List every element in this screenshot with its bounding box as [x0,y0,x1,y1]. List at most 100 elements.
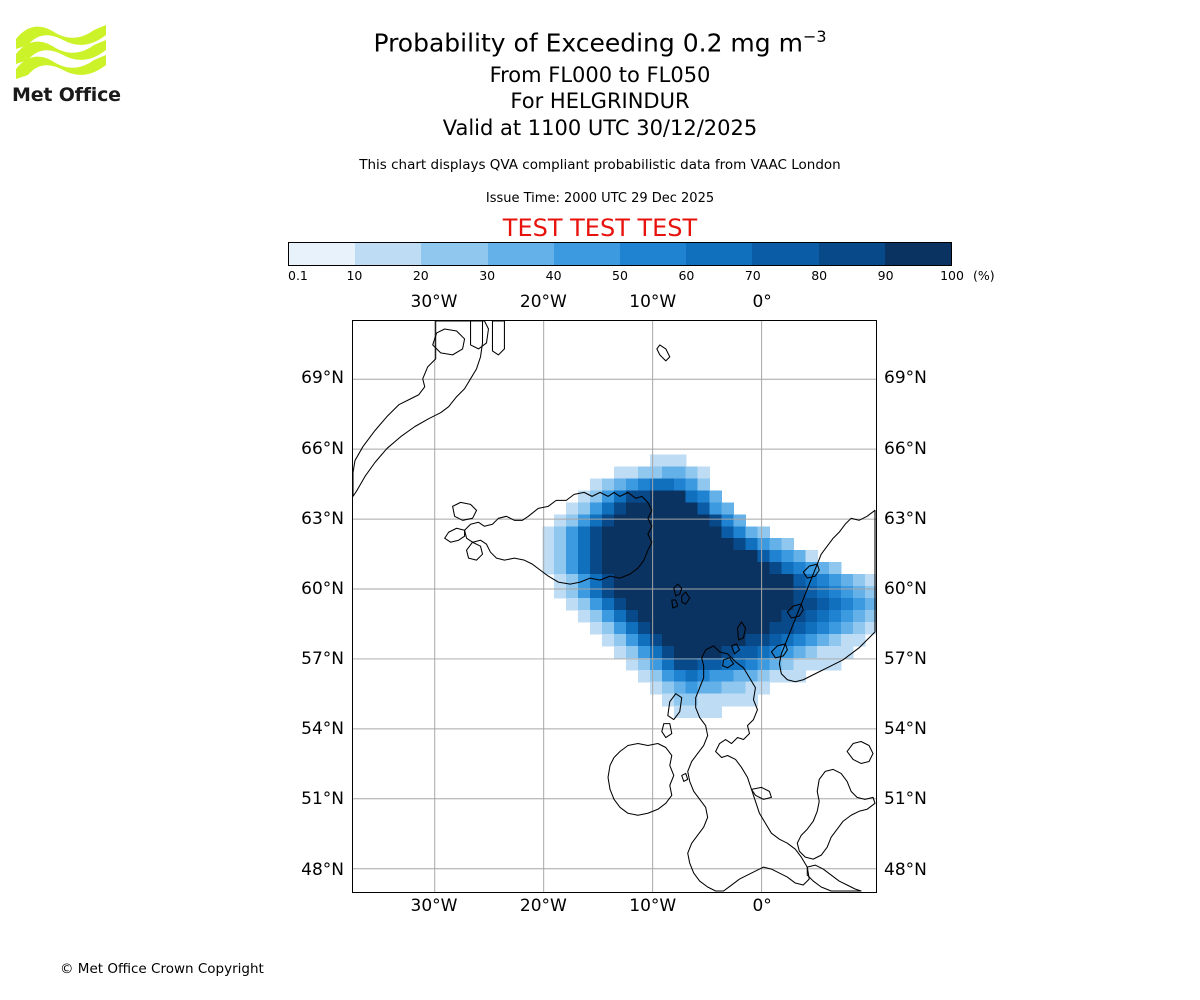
probability-cell [566,514,579,527]
colorbar-band-5 [620,243,687,265]
lon-label-bottom: 10°W [629,896,677,916]
probability-cell [745,693,759,707]
probability-cell [697,598,711,611]
probability-cell [602,598,615,611]
probability-cell [649,574,663,587]
probability-cell [614,586,627,599]
probability-cell [697,490,711,503]
probability-cell [781,538,794,551]
probability-cell [685,657,699,671]
probability-cell [637,657,651,671]
probability-cell [733,681,747,695]
probability-cell [673,550,687,563]
probability-cell [661,669,675,683]
probability-cell [542,526,555,539]
probability-cell [602,526,615,539]
probability-cell [865,621,876,635]
probability-cell [649,657,663,671]
probability-cell [590,586,603,599]
lat-label-left: 57°N [301,649,344,670]
probability-cell [554,586,567,599]
colorbar-tick-40: 40 [545,268,562,283]
probability-cell [649,609,663,623]
probability-cell [625,621,639,635]
probability-cell [649,586,663,599]
probability-cell [709,633,723,647]
probability-cell [673,633,687,647]
probability-cell [721,538,735,551]
probability-cell [649,669,663,683]
probability-cell [721,526,735,539]
probability-cell [721,657,735,671]
probability-cell [709,574,723,587]
probability-cell [709,621,723,635]
lat-label-left: 48°N [301,859,344,880]
probability-cell [661,681,675,695]
colorbar-tick-70: 70 [744,268,761,283]
probability-cell [865,586,876,599]
lat-label-left: 69°N [301,368,344,389]
probability-cell [661,526,675,539]
lon-label-top: 20°W [519,292,567,312]
probability-cell [637,598,651,611]
probability-cell [817,609,830,623]
probability-cell [805,645,818,659]
probability-cell [685,669,699,683]
probability-cell [793,550,806,563]
lat-label-right: 54°N [884,719,927,740]
probability-cell [661,514,675,527]
colorbar-band-9 [884,243,952,265]
probability-cell [649,490,663,503]
probability-cell [542,562,555,575]
colorbar-band-8 [818,243,885,265]
probability-cell [781,669,794,683]
probability-cell [817,645,830,659]
probability-cell [709,514,723,527]
probability-cell [805,621,818,635]
met-office-wave-icon [14,22,108,84]
probability-cell [721,562,735,575]
probability-cell [697,705,711,719]
probability-cell [769,633,782,647]
colorbar-band-6 [686,243,753,265]
probability-cell [709,550,723,563]
probability-cell [554,514,567,527]
probability-cell [625,633,639,647]
probability-cell [602,609,615,623]
probability-cell [853,609,866,623]
probability-cell [673,574,687,587]
probability-cell [685,514,699,527]
probability-cell [590,502,603,515]
probability-cell [733,538,747,551]
probability-cell [566,526,579,539]
probability-cell [614,478,627,492]
colorbar-tick-50: 50 [612,268,628,283]
probability-cell [721,514,735,527]
probability-cell [602,633,615,647]
probability-cell [769,621,782,635]
page-title: Probability of Exceeding 0.2 mg m−3 [0,27,1200,57]
probability-cell [841,586,854,599]
probability-cell [769,657,782,671]
probability-cell [805,609,818,623]
probability-cell [817,574,830,587]
probability-cell [685,645,699,659]
probability-cell [578,609,591,623]
probability-cell [733,621,747,635]
probability-cell [757,526,771,539]
probability-cell [637,466,651,480]
probability-cell [817,657,830,671]
colorbar-tick-labels: 0.1 10 20 30 40 50 60 70 80 90 100 [288,268,964,284]
map-plot-area[interactable] [352,320,877,893]
probability-cell [829,586,842,599]
probability-cell [769,669,782,683]
lat-label-right: 69°N [884,368,927,389]
lat-label-left: 60°N [301,578,344,599]
probability-cell [685,574,699,587]
probability-cell [673,598,687,611]
probability-cell [721,586,735,599]
probability-cell [697,466,711,480]
probability-cell [817,598,830,611]
probability-cell [733,562,747,575]
probability-cell [793,633,806,647]
